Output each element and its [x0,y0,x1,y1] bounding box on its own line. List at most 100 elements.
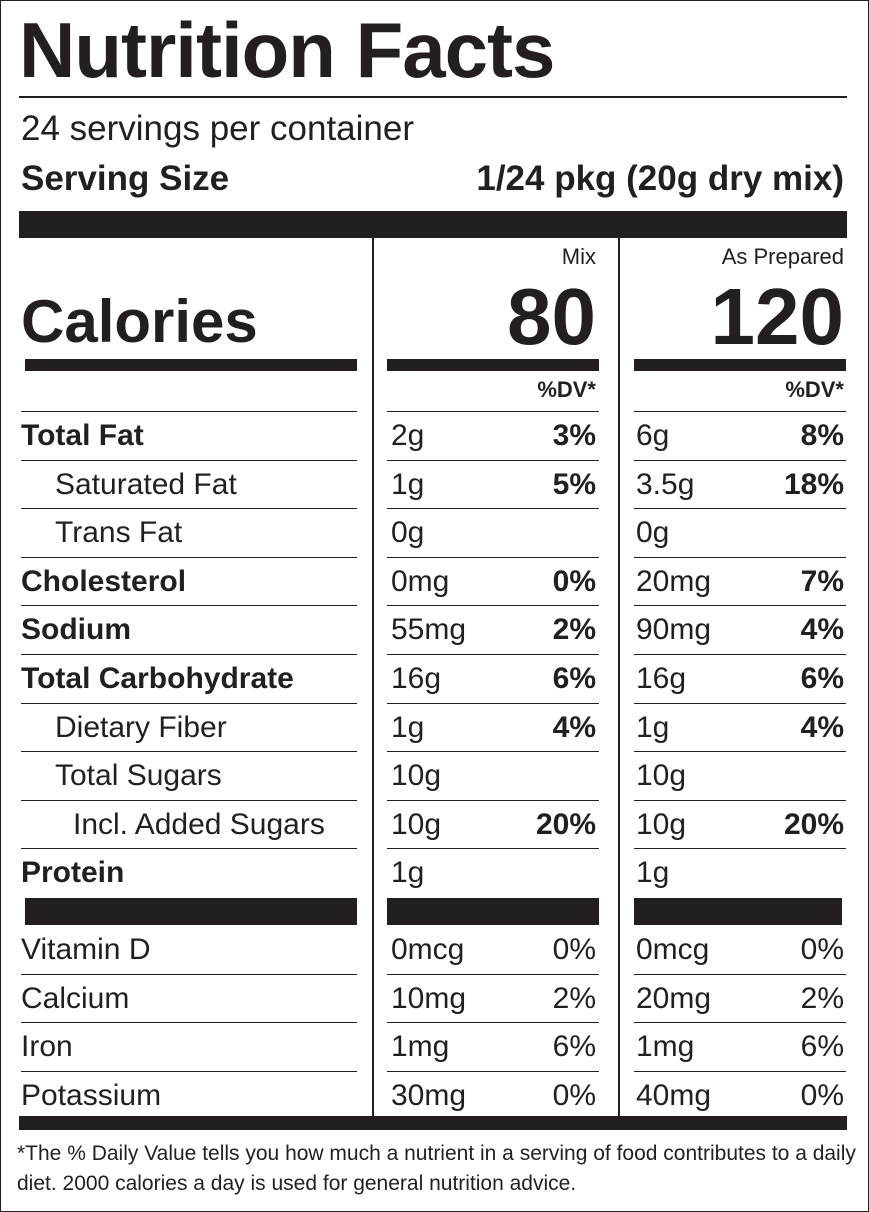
amount: 0mcg [391,933,465,966]
daily-value: 6% [800,1030,844,1064]
nutrient-name: Total Carbohydrate [21,662,294,695]
daily-value: 18% [783,467,844,501]
row-rule [387,508,599,510]
daily-value: 0% [800,933,844,966]
amount: 1g [391,467,425,501]
daily-value: 0% [552,564,596,598]
row-rule [21,654,357,655]
dv-header: %DV* [537,377,596,402]
row-rule [21,459,357,461]
row-rule [634,556,846,558]
section-bar [387,898,599,925]
daily-value: 8% [800,419,844,452]
amount: 10g [636,759,687,793]
daily-value: 4% [800,710,844,744]
rule [19,96,847,98]
serving-size-value: 1/24 pkg (20g dry mix) [476,159,844,198]
rule [387,359,599,371]
nutrient-name: Calcium [21,981,130,1015]
row-rule [634,654,846,655]
title: Nutrition Facts [19,6,555,94]
amount: 1g [391,856,425,890]
amount: 20mg [636,564,712,598]
amount: 16g [391,662,442,695]
section-bar [25,898,357,925]
row-rule [634,411,846,412]
row-rule [21,799,357,801]
daily-value: 0% [800,1079,844,1113]
amount: 1g [636,710,670,744]
row-rule [387,848,599,850]
daily-value: 2% [552,613,596,647]
row-rule [634,605,846,607]
amount: 0g [391,516,425,550]
column-divider [618,238,620,1116]
row-rule [21,702,357,704]
amount: 1mg [391,1030,450,1064]
rule [634,359,846,371]
column-divider [372,238,374,1116]
row-rule [21,751,357,753]
amount: 0mg [391,564,450,598]
daily-value: 5% [552,467,596,501]
nutrient-name: Cholesterol [21,564,187,598]
nutrient-name: Total Fat [21,419,144,452]
daily-value: 7% [800,564,844,598]
nutrient-name: Sodium [21,613,131,647]
row-rule [387,556,599,558]
nutrient-name: Iron [21,1030,73,1064]
amount: 55mg [391,613,467,647]
amount: 90mg [636,613,712,647]
amount: 0mcg [636,933,710,966]
amount: 10mg [391,981,467,1015]
amount: 2g [391,419,425,452]
nutrient-name: Protein [21,856,125,890]
row-rule [21,508,357,510]
amount: 1g [391,710,425,744]
calories-value: 80 [507,272,596,361]
nutrient-name: Saturated Fat [55,467,237,501]
daily-value: 4% [552,710,596,744]
daily-value: 6% [800,662,844,695]
row-rule [387,702,599,704]
nutrient-name: Vitamin D [21,933,151,966]
amount: 10g [391,759,442,793]
row-rule [21,411,357,412]
row-rule [21,1071,357,1073]
row-rule [634,1071,846,1073]
row-rule [634,508,846,510]
serving-size-label: Serving Size [21,159,230,198]
row-rule [21,973,357,975]
amount: 10g [636,807,687,841]
daily-value: 20% [783,807,844,841]
row-rule [387,973,599,975]
row-rule [387,1022,599,1024]
row-rule [387,411,599,412]
servings: 24 servings per container [21,109,414,148]
daily-value: 0% [552,1079,596,1113]
thick-rule [19,211,847,238]
daily-value: 20% [535,807,596,841]
row-rule [21,848,357,850]
column-name: As Prepared [721,244,844,269]
dv-header: %DV* [785,377,844,402]
row-rule [387,1071,599,1073]
daily-value: 3% [552,419,596,452]
row-rule [387,605,599,607]
amount: 0g [636,516,670,550]
nutrient-name: Incl. Added Sugars [73,807,325,841]
daily-value: 6% [552,1030,596,1064]
daily-value: 0% [552,933,596,966]
daily-value: 4% [800,613,844,647]
daily-value: 2% [800,981,844,1015]
amount: 1mg [636,1030,695,1064]
amount: 6g [636,419,670,452]
amount: 3.5g [636,467,695,501]
calories-value: 120 [710,272,844,361]
daily-value: 6% [552,662,596,695]
row-rule [634,459,846,461]
row-rule [634,799,846,801]
nutrient-name: Total Sugars [55,759,222,793]
daily-value: 2% [552,981,596,1015]
